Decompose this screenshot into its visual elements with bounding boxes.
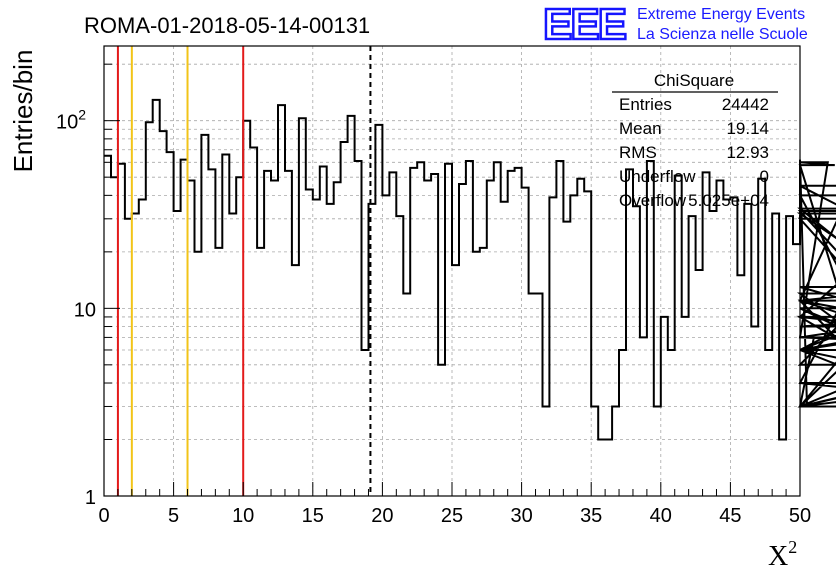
grid: [104, 46, 800, 496]
stats-box: ChiSquare Entries 24442 Mean 19.14 RMS 12.93 Un…: [612, 71, 778, 210]
x-tick-label: 40: [650, 505, 672, 527]
stats-row-value: 0: [760, 167, 769, 186]
x-axis-label-base: X: [768, 541, 788, 572]
x-tick-label: 45: [719, 505, 741, 527]
y-axis-label: Entries/bin: [8, 50, 38, 173]
x-axis-label: X2: [768, 537, 797, 572]
stats-row-value: 19.14: [726, 119, 769, 138]
y-tick-label-exponent: 2: [78, 107, 86, 123]
x-tick-label: 50: [789, 505, 811, 527]
y-tick-label: 1: [85, 487, 96, 509]
logo-mark: EEE: [543, 0, 626, 49]
stats-row-label: Entries: [619, 95, 672, 114]
stats-row-label: RMS: [619, 143, 657, 162]
histogram: [104, 98, 836, 441]
logo-line-2: La Scienza nelle Scuole: [637, 26, 808, 43]
reference-lines: [116, 46, 372, 496]
x-tick-label: 15: [302, 505, 324, 527]
x-tick-label: 35: [580, 505, 602, 527]
x-tick-label: 20: [371, 505, 393, 527]
x-tick-label: 25: [441, 505, 463, 527]
stats-row-label: Overflow: [619, 191, 687, 210]
stats-row-value: 5.025e+04: [688, 191, 769, 210]
x-tick-label: 10: [232, 505, 254, 527]
x-tick-label: 5: [168, 505, 179, 527]
chart-title: ROMA-01-2018-05-14-00131: [84, 13, 370, 38]
y-tick-label-base: 10: [56, 112, 78, 134]
x-axis-label-superscript: 2: [788, 537, 797, 557]
logo-line-1: Extreme Energy Events: [637, 6, 805, 23]
y-tick-label: 10: [74, 299, 96, 321]
stats-title: ChiSquare: [654, 71, 734, 90]
y-tick-label: 102: [56, 107, 86, 134]
x-tick-label: 30: [510, 505, 532, 527]
stats-row-label: Mean: [619, 119, 662, 138]
x-tick-label: 0: [98, 505, 109, 527]
histogram-outline: [104, 98, 836, 441]
eee-logo: EEE Extreme Energy Events La Scienza nel…: [542, 0, 808, 50]
stats-row-value: 24442: [722, 95, 769, 114]
stats-row-value: 12.93: [726, 143, 769, 162]
stats-row-label: Underflow: [619, 167, 696, 186]
